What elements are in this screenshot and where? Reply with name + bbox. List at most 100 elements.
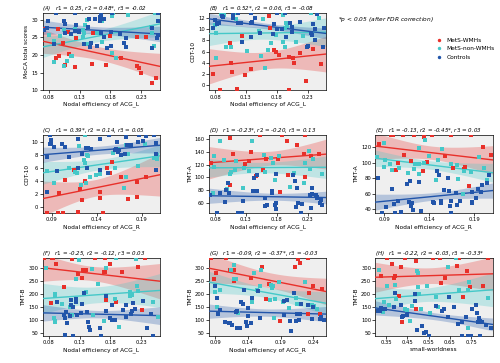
Point: [455, 255, 463, 261]
Point: [259, 167, 267, 173]
Point: [248, 320, 256, 326]
Point: [474, 319, 482, 325]
Point: [82, 180, 90, 186]
Point: [104, 170, 112, 176]
Point: [66, 314, 74, 319]
Point: [72, 276, 80, 282]
Point: [68, 333, 76, 339]
Point: [454, 176, 462, 182]
Point: [112, 146, 120, 152]
Point: [238, 210, 246, 216]
Point: [83, 165, 91, 171]
Point: [452, 162, 460, 168]
Point: [317, 61, 325, 67]
Point: [386, 302, 394, 307]
Point: [307, 10, 315, 16]
Point: [484, 172, 492, 178]
Point: [103, 45, 111, 51]
Point: [258, 265, 266, 270]
Point: [300, 151, 308, 157]
Point: [91, 16, 99, 21]
Point: [382, 283, 390, 289]
Point: [288, 29, 296, 35]
Point: [43, 154, 51, 160]
Point: [391, 210, 399, 216]
Point: [64, 29, 72, 35]
Point: [82, 145, 90, 151]
Point: [478, 182, 486, 188]
Point: [313, 196, 321, 201]
Point: [209, 25, 217, 31]
Point: [446, 203, 454, 209]
Point: [386, 161, 394, 167]
Point: [42, 168, 50, 174]
Text: (D)   $r1$ = -0.23*, $r2$ = -0.20, $r3$ = 0.13: (D) $r1$ = -0.23*, $r2$ = -0.20, $r3$ = …: [209, 126, 316, 135]
Point: [248, 295, 256, 301]
Point: [292, 311, 300, 317]
Point: [98, 333, 106, 339]
Point: [230, 10, 238, 16]
Point: [310, 283, 318, 289]
Point: [432, 294, 440, 300]
Y-axis label: TMT-B: TMT-B: [188, 288, 192, 306]
Point: [58, 142, 66, 147]
Point: [239, 301, 247, 307]
Point: [437, 198, 445, 204]
Point: [60, 177, 68, 183]
Point: [410, 291, 418, 297]
Point: [275, 153, 283, 159]
Point: [102, 265, 110, 271]
Point: [212, 17, 220, 23]
Point: [138, 307, 146, 313]
Point: [82, 132, 90, 138]
Point: [84, 145, 92, 151]
Point: [152, 75, 160, 81]
Point: [75, 257, 83, 262]
Point: [148, 25, 156, 31]
Point: [260, 169, 268, 175]
Point: [74, 136, 82, 142]
Point: [222, 44, 230, 50]
Point: [272, 10, 280, 16]
Y-axis label: TMT-A: TMT-A: [188, 166, 192, 183]
Point: [309, 156, 317, 162]
Point: [426, 311, 434, 317]
Point: [96, 195, 104, 201]
Point: [392, 295, 400, 301]
Point: [417, 208, 425, 213]
Point: [452, 190, 460, 196]
Point: [304, 290, 312, 296]
Point: [120, 40, 128, 46]
Point: [132, 179, 140, 185]
Point: [400, 306, 408, 312]
Point: [68, 256, 76, 261]
Point: [96, 14, 104, 20]
Y-axis label: MoCA total scores: MoCA total scores: [24, 25, 29, 78]
Point: [111, 166, 119, 171]
Point: [86, 327, 94, 333]
Point: [90, 30, 98, 36]
Point: [308, 185, 316, 191]
Point: [76, 182, 84, 188]
Text: (G)   $r1$ = -0.09, $r2$ = -0.37*, $r3$ = -0.03: (G) $r1$ = -0.09, $r2$ = -0.37*, $r3$ = …: [209, 249, 318, 258]
X-axis label: Nodal efficiency of ACG_L: Nodal efficiency of ACG_L: [230, 224, 306, 230]
Point: [315, 15, 323, 21]
Point: [141, 141, 149, 147]
Point: [423, 159, 431, 165]
Point: [61, 62, 69, 68]
X-axis label: Nodal efficiency of ACG_R: Nodal efficiency of ACG_R: [229, 347, 306, 353]
Point: [415, 161, 423, 167]
Point: [294, 256, 302, 262]
Point: [268, 191, 276, 196]
Point: [394, 198, 402, 204]
Point: [422, 137, 430, 143]
Point: [128, 292, 136, 298]
Point: [476, 318, 484, 324]
Point: [106, 33, 114, 39]
Point: [430, 255, 438, 261]
Point: [212, 30, 220, 36]
Point: [142, 133, 150, 139]
Point: [375, 267, 383, 273]
Point: [76, 310, 84, 316]
Point: [455, 287, 463, 293]
